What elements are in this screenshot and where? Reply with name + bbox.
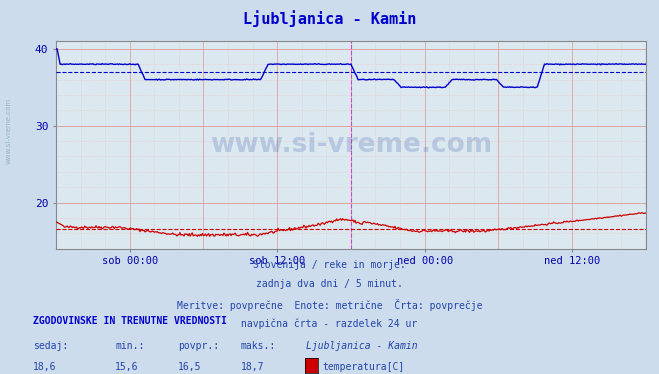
Text: 15,6: 15,6 bbox=[115, 362, 139, 372]
Text: zadnja dva dni / 5 minut.: zadnja dva dni / 5 minut. bbox=[256, 279, 403, 289]
Text: Ljubljanica - Kamin: Ljubljanica - Kamin bbox=[306, 341, 418, 352]
Text: 16,5: 16,5 bbox=[178, 362, 202, 372]
Text: ZGODOVINSKE IN TRENUTNE VREDNOSTI: ZGODOVINSKE IN TRENUTNE VREDNOSTI bbox=[33, 316, 227, 326]
Text: www.si-vreme.com: www.si-vreme.com bbox=[5, 98, 11, 164]
Text: temperatura[C]: temperatura[C] bbox=[323, 362, 405, 372]
Text: navpična črta - razdelek 24 ur: navpična črta - razdelek 24 ur bbox=[241, 318, 418, 329]
Text: Ljubljanica - Kamin: Ljubljanica - Kamin bbox=[243, 10, 416, 27]
Text: 18,7: 18,7 bbox=[241, 362, 264, 372]
Text: 18,6: 18,6 bbox=[33, 362, 57, 372]
Text: Meritve: povprečne  Enote: metrične  Črta: povprečje: Meritve: povprečne Enote: metrične Črta:… bbox=[177, 299, 482, 311]
Text: Slovenija / reke in morje.: Slovenija / reke in morje. bbox=[253, 260, 406, 270]
Text: maks.:: maks.: bbox=[241, 341, 275, 352]
Text: min.:: min.: bbox=[115, 341, 145, 352]
Text: www.si-vreme.com: www.si-vreme.com bbox=[210, 132, 492, 158]
Text: povpr.:: povpr.: bbox=[178, 341, 219, 352]
Text: sedaj:: sedaj: bbox=[33, 341, 68, 352]
